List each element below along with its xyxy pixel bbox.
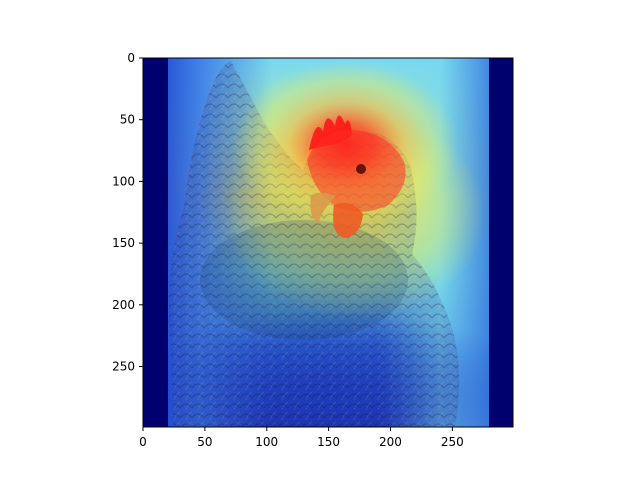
y-tick-label: 0 [127,51,135,65]
hen-eye [356,164,366,174]
heatmap-plot-area [143,58,513,427]
x-tick-label: 0 [139,435,147,449]
right-dark-padding [489,58,513,427]
left-dark-padding [143,58,168,427]
x-axis: 0 50 100 150 200 250 [139,427,464,449]
y-axis: 0 50 100 150 200 250 [112,51,143,374]
x-tick-label: 100 [255,435,278,449]
x-tick-label: 50 [197,435,212,449]
y-tick-label: 50 [120,113,135,127]
plot-frame [142,57,514,428]
hen-neck-shadow [200,220,408,340]
y-tick-label: 100 [112,174,135,188]
y-tick-label: 150 [112,236,135,250]
x-tick-label: 150 [317,435,340,449]
y-tick-label: 200 [112,298,135,312]
hen-beak [310,192,336,224]
hen-head [307,130,406,212]
x-tick-label: 200 [379,435,402,449]
y-tick-label: 250 [112,360,135,374]
hen-wattle [333,202,363,238]
x-tick-label: 250 [441,435,464,449]
